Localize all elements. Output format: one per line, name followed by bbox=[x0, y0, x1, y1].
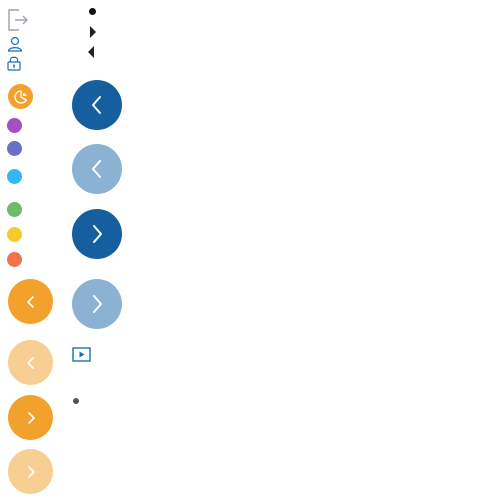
chevron-right-icon bbox=[93, 225, 102, 243]
chevron-left-icon bbox=[92, 96, 101, 114]
blue-next-button[interactable] bbox=[72, 209, 122, 259]
orange-prev-button-disabled[interactable] bbox=[8, 340, 53, 385]
play-icon[interactable] bbox=[72, 347, 92, 363]
user-icon[interactable] bbox=[7, 36, 23, 52]
lock-icon[interactable] bbox=[7, 55, 21, 71]
orange-prev-button[interactable] bbox=[8, 279, 53, 324]
caret-right-icon[interactable] bbox=[90, 26, 96, 38]
color-dot-yellow[interactable] bbox=[7, 227, 22, 242]
color-dot-purple[interactable] bbox=[7, 118, 22, 133]
color-dot-coral[interactable] bbox=[7, 252, 22, 267]
chevron-right-icon bbox=[93, 295, 102, 313]
pie-chart-icon bbox=[13, 89, 27, 104]
color-dot-green[interactable] bbox=[7, 202, 22, 217]
small-dot bbox=[73, 398, 79, 404]
bullet-dot bbox=[89, 8, 96, 15]
caret-left-icon[interactable] bbox=[88, 46, 94, 58]
orange-next-button[interactable] bbox=[8, 395, 53, 440]
chevron-right-icon bbox=[27, 465, 35, 478]
chevron-left-icon bbox=[92, 160, 101, 178]
color-dot-indigo[interactable] bbox=[7, 141, 22, 156]
pie-chart-button[interactable] bbox=[8, 84, 33, 109]
blue-prev-button[interactable] bbox=[72, 80, 122, 130]
orange-next-button-disabled[interactable] bbox=[8, 449, 53, 494]
chevron-left-icon bbox=[26, 356, 34, 369]
chevron-right-icon bbox=[27, 411, 35, 424]
blue-next-button-disabled[interactable] bbox=[72, 279, 122, 329]
logout-icon[interactable] bbox=[7, 8, 29, 32]
chevron-left-icon bbox=[26, 295, 34, 308]
color-dot-cyan[interactable] bbox=[7, 169, 22, 184]
blue-prev-button-disabled[interactable] bbox=[72, 144, 122, 194]
